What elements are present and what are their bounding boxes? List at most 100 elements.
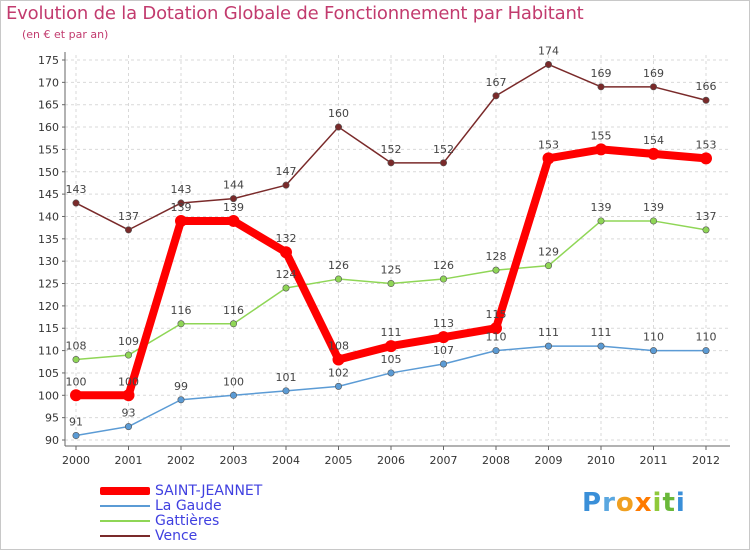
x-tick-label: 2008 — [482, 454, 510, 467]
data-label: 137 — [696, 210, 717, 223]
data-label: 126 — [328, 259, 349, 272]
data-point — [122, 389, 135, 402]
x-tick-label: 2004 — [272, 454, 300, 467]
data-point — [282, 181, 290, 189]
data-point — [700, 152, 712, 165]
data-point — [597, 83, 605, 91]
x-tick-label: 2003 — [220, 454, 248, 467]
data-label: 139 — [171, 201, 192, 214]
data-label: 109 — [118, 335, 139, 348]
data-point — [282, 284, 290, 292]
data-point — [70, 389, 82, 402]
data-point — [542, 152, 555, 165]
legend-swatch-vence — [100, 535, 150, 537]
data-label: 153 — [696, 138, 717, 151]
data-point — [439, 360, 447, 368]
data-label: 139 — [643, 201, 664, 214]
y-tick-label: 175 — [38, 54, 59, 67]
data-point — [230, 320, 238, 328]
data-label: 143 — [171, 183, 192, 196]
data-label: 100 — [223, 375, 244, 388]
data-point — [439, 275, 447, 283]
data-label: 166 — [696, 80, 717, 93]
legend-swatch-gattieres — [100, 520, 150, 522]
data-label: 108 — [328, 340, 349, 353]
data-point — [177, 396, 185, 404]
data-point — [387, 280, 395, 288]
y-tick-label: 100 — [38, 389, 59, 402]
chart-subtitle: (en € et par an) — [22, 28, 109, 41]
data-point — [125, 351, 133, 359]
data-label: 137 — [118, 210, 139, 223]
legend-swatch-saint-jeannet — [100, 487, 150, 495]
data-label: 101 — [276, 371, 297, 384]
x-tick-label: 2005 — [325, 454, 353, 467]
data-point — [702, 347, 710, 355]
legend-label-saint-jeannet: SAINT-JEANNET — [155, 483, 263, 499]
data-point — [177, 320, 185, 328]
data-point — [492, 347, 500, 355]
data-point — [702, 96, 710, 104]
data-point — [230, 195, 238, 203]
data-label: 128 — [486, 250, 507, 263]
data-point — [492, 92, 500, 100]
data-point — [647, 147, 660, 160]
x-tick-label: 2006 — [377, 454, 405, 467]
y-tick-label: 145 — [38, 188, 59, 201]
data-point — [280, 246, 292, 259]
data-point — [492, 266, 500, 274]
y-tick-label: 150 — [38, 166, 59, 179]
data-label: 93 — [122, 407, 136, 420]
data-label: 124 — [276, 268, 297, 281]
data-label: 110 — [643, 331, 664, 344]
data-point — [175, 214, 187, 227]
data-label: 100 — [118, 375, 139, 388]
data-point — [334, 382, 342, 390]
data-point — [332, 353, 345, 366]
logo-letter: x — [634, 488, 653, 518]
data-point — [177, 199, 185, 207]
data-point — [387, 159, 395, 167]
data-label: 116 — [171, 304, 192, 317]
data-point — [334, 123, 342, 131]
data-label: 110 — [486, 331, 507, 344]
data-point — [439, 159, 447, 167]
y-tick-label: 125 — [38, 278, 59, 291]
data-label: 108 — [66, 340, 87, 353]
data-label: 153 — [538, 138, 559, 151]
legend-label-gattieres: Gattières — [155, 513, 220, 529]
data-point — [597, 217, 605, 225]
data-label: 107 — [433, 344, 454, 357]
data-label: 152 — [381, 143, 402, 156]
data-label: 139 — [223, 201, 244, 214]
data-label: 139 — [591, 201, 612, 214]
data-label: 154 — [643, 134, 664, 147]
data-label: 99 — [174, 380, 188, 393]
data-point — [282, 387, 290, 395]
y-tick-label: 140 — [38, 210, 59, 223]
data-label: 126 — [433, 259, 454, 272]
data-point — [544, 60, 552, 68]
data-point — [437, 331, 450, 344]
data-label: 147 — [276, 165, 297, 178]
logo-letter: i — [652, 488, 663, 518]
data-label: 111 — [381, 326, 402, 339]
data-point — [649, 83, 657, 91]
x-tick-label: 2010 — [587, 454, 615, 467]
data-label: 144 — [223, 179, 244, 192]
data-label: 160 — [328, 107, 349, 120]
data-point — [72, 432, 80, 440]
data-label: 167 — [486, 76, 507, 89]
data-point — [649, 347, 657, 355]
legend-label-vence: Vence — [155, 528, 198, 544]
y-tick-label: 170 — [38, 76, 59, 89]
data-label: 111 — [538, 326, 559, 339]
data-point — [544, 342, 552, 350]
data-label: 115 — [486, 308, 507, 321]
data-point — [595, 143, 607, 156]
data-label: 174 — [538, 44, 559, 57]
x-tick-label: 2001 — [115, 454, 143, 467]
data-label: 169 — [643, 67, 664, 80]
